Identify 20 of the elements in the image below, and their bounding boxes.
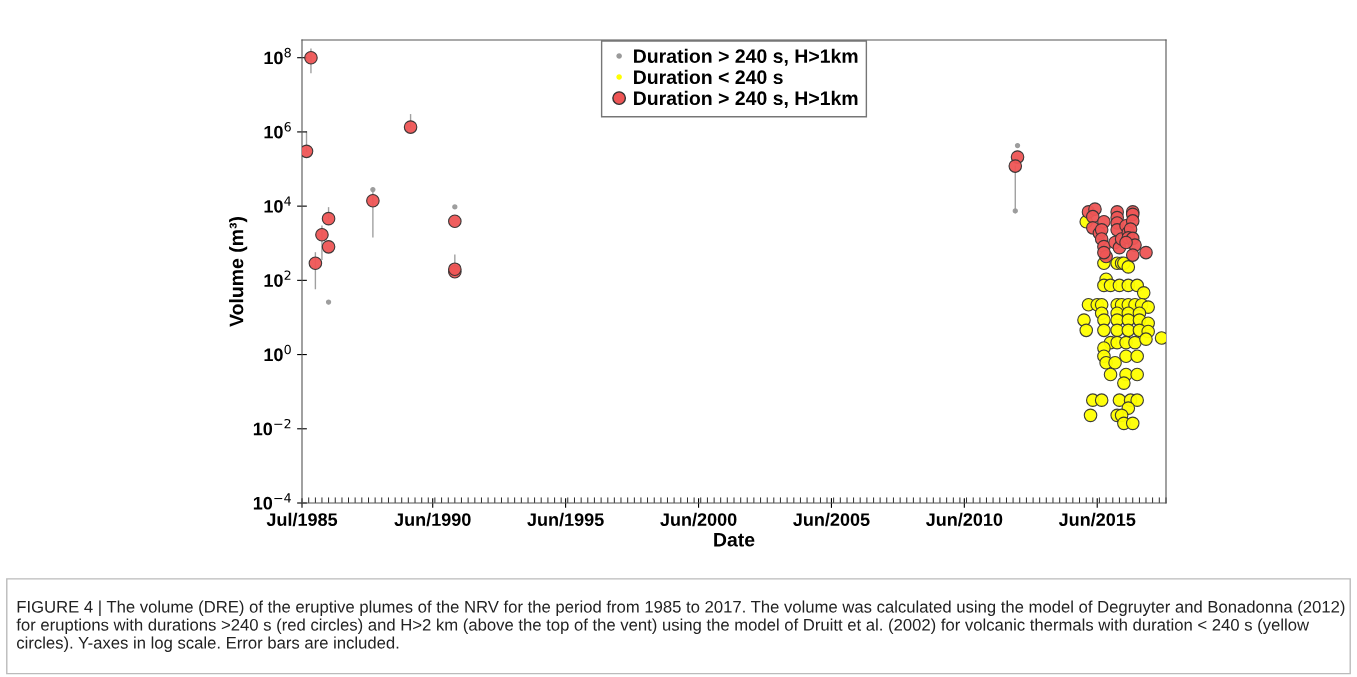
y-tick-label: 10$^{−2}$ [253,418,291,436]
y-tick-label: 10$^{0}$ [264,344,291,362]
legend-label: Duration > 240 s, H>1km [634,48,858,66]
y-tick-label: 10$^{4}$ [264,196,291,213]
x-tick-label: Jun/2005 [793,512,870,527]
x-tick-label: Jun/2010 [925,512,1003,527]
caption: FIGURE 4 | The volume (DRE) of the eruptive plumes of the NRV for the period from 1985 to 2017. The volume was calculated using the model of Degruyter and Bonadonna (2012) for eruptions with durations >240 s (red circles) and H>2 km (above the top of the vent) using the model of Druitt et al. (2002) for volcanic thermals with duration < 240 s (yellow circles). Y-axes in log scale. Error bars are included. [16,600,1345,652]
x-tick-label: Jul/1985 [266,512,338,527]
x-tick-label: Jun/1995 [527,512,604,527]
y-tick-label: 10$^{8}$ [264,47,291,65]
y-tick-label: 10$^{2}$ [264,270,291,287]
x-tick-label: Jun/1990 [394,512,471,527]
y-tick-label: 10$^{−4}$ [253,493,291,510]
y-axis-title: Volume (m³) [229,217,248,327]
legend-label: Duration > 240 s, H>1km [634,90,858,108]
y-tick-label: 10$^{6}$ [264,122,291,139]
x-tick-label: Jun/2015 [1058,512,1136,527]
x-tick-label: Jun/2000 [660,512,737,527]
legend-label: Duration < 240 s [634,69,783,85]
x-axis-title: Date [714,533,755,547]
